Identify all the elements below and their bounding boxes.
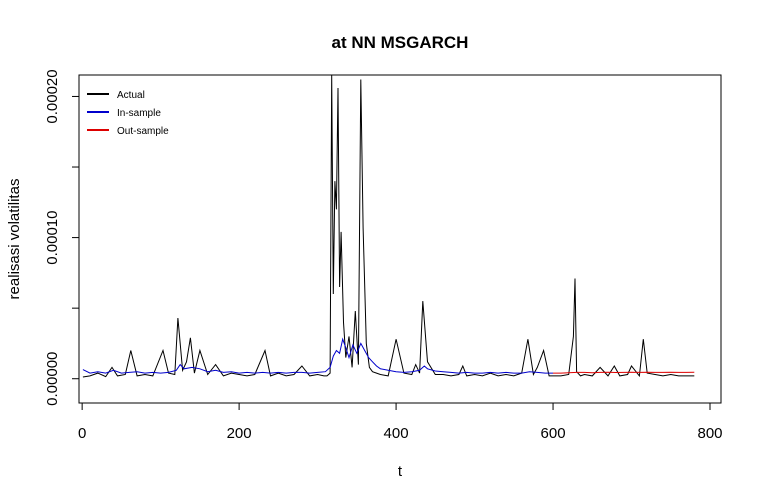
legend-label-out-sample: Out-sample xyxy=(117,126,169,137)
plot-frame xyxy=(78,74,722,404)
y-tick-label: 0.00000 xyxy=(44,352,61,406)
x-tick-label: 800 xyxy=(697,425,722,442)
y-tick-label: 0.00010 xyxy=(44,210,61,264)
series-line-out-sample xyxy=(553,371,695,374)
x-tick-label: 0 xyxy=(78,425,86,442)
x-tick-label: 600 xyxy=(541,425,566,442)
y-tick-label: 0.00020 xyxy=(44,69,61,123)
x-axis-title: t xyxy=(398,463,403,480)
legend-label-actual: Actual xyxy=(117,90,145,101)
x-axis: 0 200 400 600 800 xyxy=(78,402,723,442)
legend-label-in-sample: In-sample xyxy=(117,108,161,119)
chart-title: at NN MSGARCH xyxy=(332,33,469,52)
series-line-in-sample xyxy=(82,337,553,374)
series-layer xyxy=(82,75,695,378)
x-tick-label: 400 xyxy=(384,425,409,442)
x-tick-label: 200 xyxy=(227,425,252,442)
y-axis-title: realisasi volatilitas xyxy=(6,179,23,300)
legend: Actual In-sample Out-sample xyxy=(87,90,169,137)
